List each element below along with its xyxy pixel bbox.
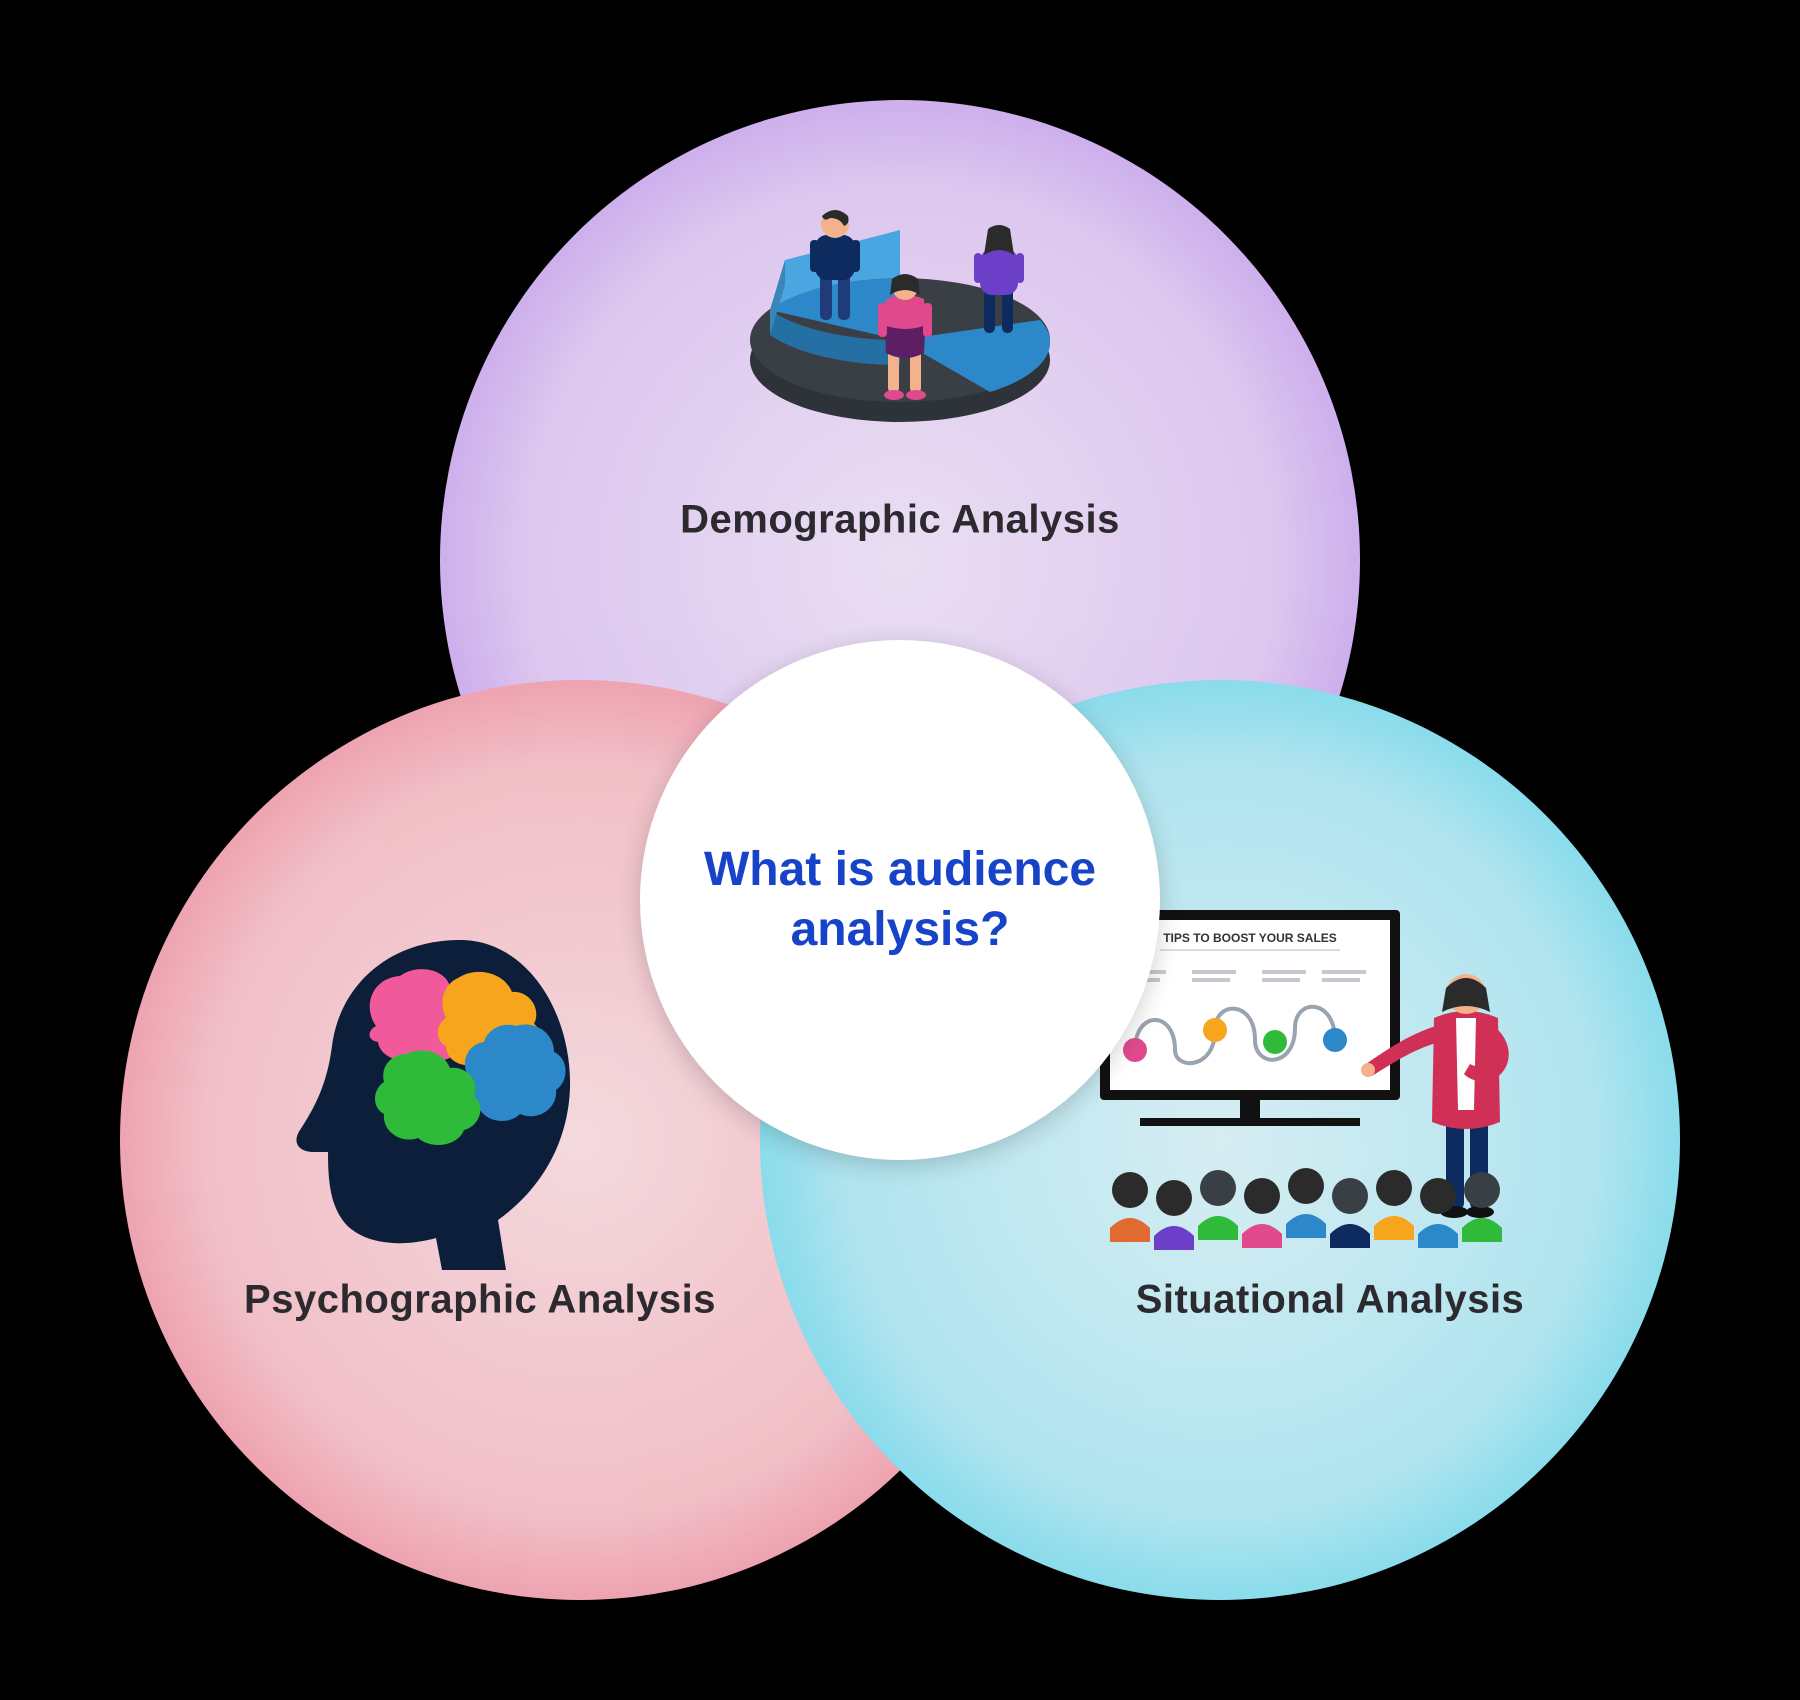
people-on-pie-chart-icon — [690, 170, 1110, 470]
head-brain-icon — [270, 920, 610, 1280]
board-title: TIPS TO BOOST YOUR SALES — [1163, 931, 1337, 945]
center-title: What is audience analysis? — [690, 840, 1110, 960]
label-situational: Situational Analysis — [1136, 1278, 1525, 1323]
label-demographic: Demographic Analysis — [680, 498, 1120, 543]
center-circle: What is audience analysis? — [640, 640, 1160, 1160]
label-psychographic: Psychographic Analysis — [244, 1278, 716, 1323]
venn-diagram-stage: TIPS TO BOOST YOUR SALES — [0, 0, 1800, 1700]
